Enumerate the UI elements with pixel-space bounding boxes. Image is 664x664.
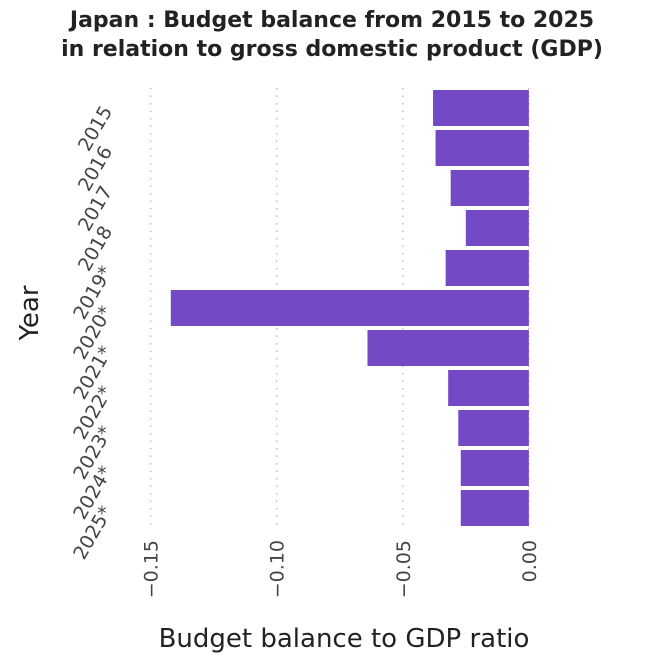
y-axis-title: Year [15, 285, 45, 341]
chart-title-line-1: Japan : Budget balance from 2015 to 2025 [69, 8, 595, 33]
bar-2019 [445, 250, 529, 286]
x-axis-ticks: −0.15 −0.10 −0.05 0.00 [141, 540, 541, 598]
x-axis-title: Budget balance to GDP ratio [159, 624, 530, 654]
y-axis-ticks: 20152016201720182019*2020*2021*2022*2023… [69, 102, 117, 563]
bar-2018 [465, 210, 529, 246]
bar-2024 [460, 450, 529, 486]
chart-title: Japan : Budget balance from 2015 to 2025… [0, 6, 664, 64]
bar-2021 [367, 330, 529, 366]
x-tick-label: −0.15 [141, 540, 163, 598]
x-tick-label: −0.10 [267, 540, 289, 598]
bar-2022 [448, 370, 529, 406]
bars [170, 90, 529, 526]
x-tick-label: 0.00 [519, 540, 541, 582]
chart-title-line-2: in relation to gross domestic product (G… [61, 37, 603, 62]
x-tick-label: −0.05 [393, 540, 415, 598]
bar-2023 [458, 410, 529, 446]
bar-2020 [170, 290, 529, 326]
bar-2017 [450, 170, 529, 206]
bar-2015 [433, 90, 529, 126]
bar-2025 [460, 490, 529, 526]
bar-2016 [435, 130, 529, 166]
